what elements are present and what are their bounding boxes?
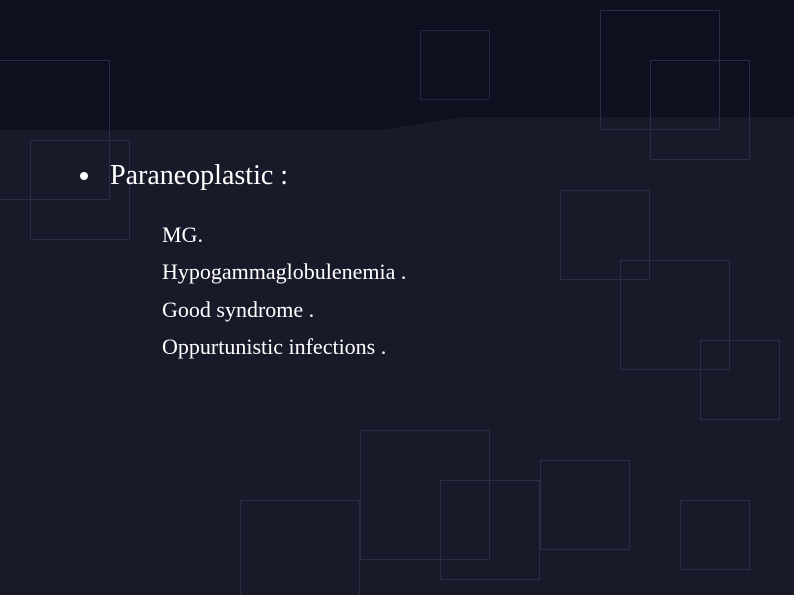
list-item: Good syndrome . bbox=[162, 291, 754, 328]
header-band bbox=[0, 0, 794, 130]
subitem-list: MG. Hypogammaglobulenemia . Good syndrom… bbox=[162, 216, 754, 366]
list-item: Hypogammaglobulenemia . bbox=[162, 253, 754, 290]
slide-content: Paraneoplastic : MG. Hypogammaglobulenem… bbox=[80, 160, 754, 366]
heading-row: Paraneoplastic : bbox=[80, 160, 754, 192]
slide-heading: Paraneoplastic : bbox=[110, 160, 288, 192]
list-item: Oppurtunistic infections . bbox=[162, 328, 754, 365]
bullet-icon bbox=[80, 172, 88, 180]
list-item: MG. bbox=[162, 216, 754, 253]
